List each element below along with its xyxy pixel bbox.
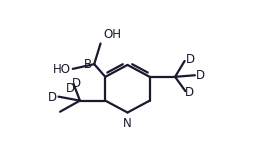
Text: OH: OH	[103, 28, 121, 41]
Text: D: D	[196, 69, 205, 82]
Text: D: D	[47, 91, 57, 104]
Text: D: D	[185, 53, 194, 66]
Text: HO: HO	[52, 63, 70, 76]
Text: D: D	[71, 77, 81, 90]
Text: N: N	[123, 117, 131, 130]
Text: D: D	[184, 86, 193, 99]
Text: B: B	[83, 58, 91, 71]
Text: D: D	[66, 82, 75, 95]
